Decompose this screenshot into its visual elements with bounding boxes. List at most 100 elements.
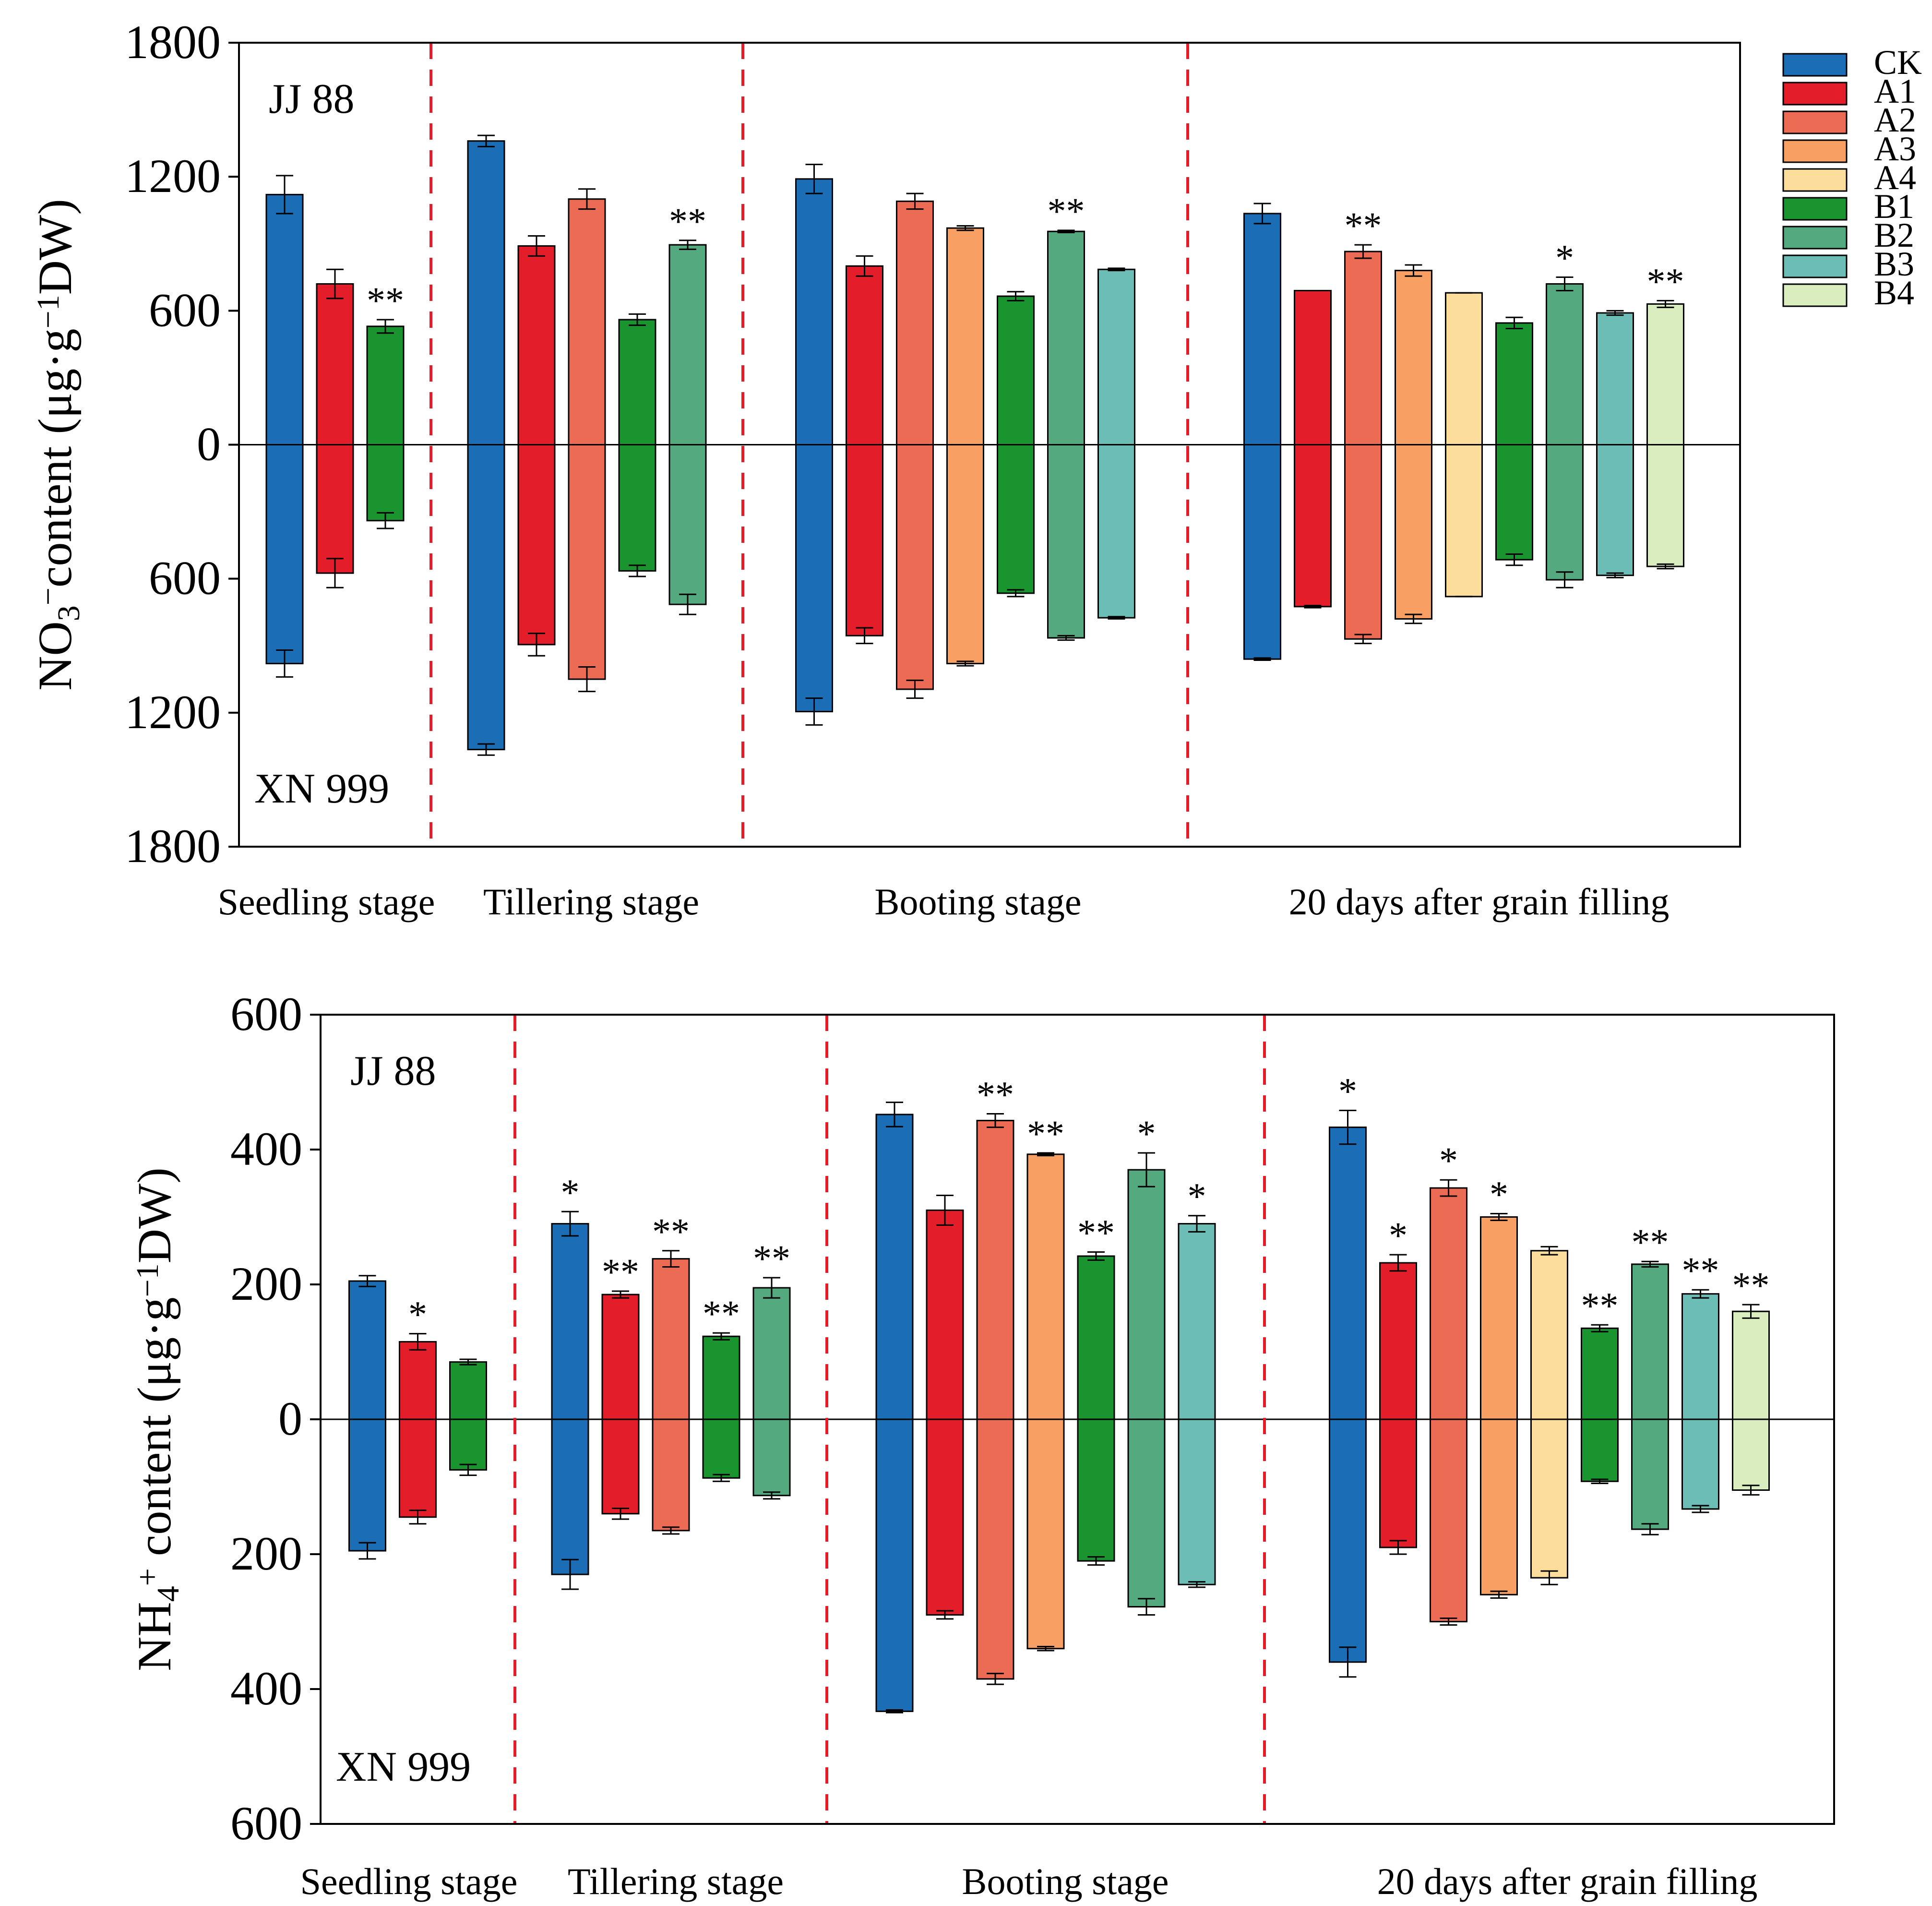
y-tick-label: 1800 xyxy=(125,819,221,873)
bar-b2 xyxy=(1631,1263,1669,1530)
legend-swatch xyxy=(1782,168,1848,192)
y-axis-label-part: content (μg·g xyxy=(128,1297,181,1568)
y-axis-label-part: − xyxy=(31,587,66,605)
y-axis-label-part: NO xyxy=(28,621,82,690)
significance-label: ** xyxy=(1647,260,1684,302)
significance-label: ** xyxy=(1048,190,1085,232)
bar-ck xyxy=(1329,1127,1367,1663)
legend-label: CK xyxy=(1874,43,1922,82)
stage-label: Seedling stage xyxy=(300,1860,518,1902)
bar-b2 xyxy=(1546,283,1584,581)
legend-swatch xyxy=(1782,110,1848,134)
genotype-label-bottom: XN 999 xyxy=(336,1744,471,1790)
significance-label: * xyxy=(1555,237,1574,279)
significance-label: ** xyxy=(703,1293,740,1334)
bar-b4 xyxy=(1646,303,1684,567)
bar-a2 xyxy=(568,198,606,680)
y-axis-label-part: NH xyxy=(128,1602,181,1671)
y-tick-label: 0 xyxy=(278,1392,302,1445)
significance-label: ** xyxy=(1027,1113,1064,1154)
significance-label: * xyxy=(408,1294,427,1335)
y-tick-label: 600 xyxy=(230,1797,302,1850)
y-tick-label: 600 xyxy=(149,551,221,605)
stage-group: ********** ** xyxy=(1329,1070,1770,1678)
y-axis-label-part: content (μg·g xyxy=(28,328,82,587)
significance-label: * xyxy=(1137,1113,1156,1154)
significance-label: * xyxy=(1188,1175,1206,1217)
bar-a1 xyxy=(1379,1262,1417,1548)
significance-label: * xyxy=(561,1171,580,1213)
bar-ck xyxy=(265,193,304,664)
bar-a1 xyxy=(846,265,883,636)
legend-label: B4 xyxy=(1874,274,1914,312)
y-axis-label-part: −1 xyxy=(31,295,66,328)
significance-label: ** xyxy=(1732,1264,1770,1306)
genotype-label-top: JJ 88 xyxy=(350,1048,436,1094)
significance-label: ** xyxy=(669,200,706,242)
y-axis-label: NO3−content (μg·g−1DW) xyxy=(28,199,86,690)
significance-label: ** xyxy=(1682,1249,1719,1291)
significance-label: * xyxy=(1490,1173,1508,1215)
significance-label: ** xyxy=(1581,1284,1619,1326)
significance-label: ** xyxy=(602,1251,639,1293)
stage-label: Booting stage xyxy=(962,1860,1169,1902)
legend-label: A4 xyxy=(1874,158,1916,197)
bar-a1 xyxy=(1294,289,1332,608)
legend-label: A3 xyxy=(1874,130,1916,168)
y-tick-label: 600 xyxy=(230,987,302,1041)
bar-b2 xyxy=(1127,1169,1166,1608)
stage-label: Tillering stage xyxy=(483,881,699,923)
legend-swatch xyxy=(1782,197,1848,221)
legend-label: A2 xyxy=(1874,101,1916,139)
y-tick-label: 400 xyxy=(230,1662,302,1715)
bar-a3 xyxy=(1026,1153,1065,1650)
significance-label: ** xyxy=(1345,204,1382,246)
y-tick-label: 1800 xyxy=(125,15,221,69)
bar-ck xyxy=(875,1114,914,1712)
bar-b3 xyxy=(1097,268,1135,619)
y-tick-label: 1200 xyxy=(125,149,221,203)
stage-label: Booting stage xyxy=(874,881,1081,923)
bar-a1 xyxy=(926,1209,964,1616)
legend-swatch xyxy=(1782,254,1848,278)
bar-b1 xyxy=(1581,1327,1619,1482)
legend-label: A1 xyxy=(1874,72,1916,110)
significance-label: ** xyxy=(1077,1212,1115,1254)
legend-label: B1 xyxy=(1874,187,1914,226)
y-tick-label: 600 xyxy=(149,283,221,336)
bar-a3 xyxy=(1480,1216,1518,1595)
bar-b2 xyxy=(752,1287,791,1497)
bar-b1 xyxy=(1495,322,1533,561)
significance-label: ** xyxy=(977,1074,1014,1115)
legend-swatch xyxy=(1782,53,1848,77)
stage-group: ******** xyxy=(875,1074,1216,1714)
bar-a2 xyxy=(652,1258,690,1532)
y-axis-label: NH4+ content (μg·g−1DW) xyxy=(128,1167,186,1671)
bar-a2 xyxy=(1430,1187,1467,1622)
legend-swatch xyxy=(1782,226,1848,250)
stage-label: 20 days after grain filling xyxy=(1377,1860,1758,1902)
chart-2: *Seedling stage*********Tillering stage*… xyxy=(128,987,1835,1902)
bar-a1 xyxy=(316,283,354,574)
legend-swatch xyxy=(1782,283,1848,307)
y-axis-label-part: + xyxy=(130,1568,165,1586)
bar-b4 xyxy=(1732,1310,1770,1491)
bar-b1 xyxy=(1077,1255,1115,1562)
bar-b3 xyxy=(1178,1223,1216,1585)
significance-label: ** xyxy=(367,279,404,321)
legend-swatch xyxy=(1782,139,1848,163)
stage-label: Seedling stage xyxy=(218,881,435,923)
significance-label: ** xyxy=(652,1211,690,1252)
bar-a2 xyxy=(976,1120,1014,1680)
significance-label: * xyxy=(1338,1070,1357,1112)
bar-b2 xyxy=(1047,230,1085,639)
stage-group: ** xyxy=(265,175,405,678)
bar-a1 xyxy=(399,1341,437,1518)
y-axis-label-part: 4 xyxy=(151,1586,186,1602)
y-tick-label: 400 xyxy=(230,1122,302,1175)
y-axis-label-part: −1 xyxy=(130,1263,165,1297)
stage-label: 20 days after grain filling xyxy=(1289,881,1670,923)
y-axis-label-part: DW) xyxy=(128,1167,181,1263)
bar-b1 xyxy=(449,1361,487,1471)
